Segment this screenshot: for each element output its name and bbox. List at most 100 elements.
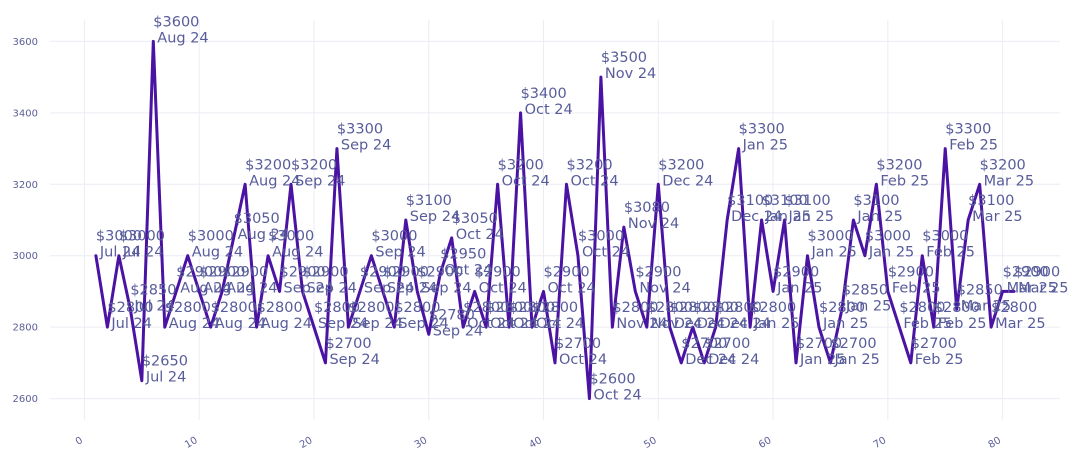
data-point-label: $2700 Feb 25 [911,336,964,368]
x-tick-label: 70 [872,435,889,451]
data-point-label: $3200 Aug 24 [245,157,300,189]
data-point-label: $3300 Feb 25 [945,122,998,154]
data-point-label: $3100 Jan 25 [762,193,811,225]
data-point-label: $2900 Sep 24 [417,264,471,296]
y-tick-label: 2600 [13,394,38,405]
data-point-label: $2700 Oct 24 [555,336,607,368]
data-point-label: $2950 Oct 24 [440,247,492,279]
data-point-label: $2900 Sep 24 [360,264,414,296]
data-label-layer: $3000 Jul 24 $2800 Jul 24 $3000 Jul 24 $2850 Ju… [96,14,1069,403]
data-point-label: $2650 Jul 24 [142,354,188,386]
data-point-label: $3200 Oct 24 [498,157,550,189]
data-point-label: $2900 Sep 24 [303,264,357,296]
data-point-label: $2800 Feb 25 [934,300,987,332]
data-point-label: $3000 Aug 24 [268,229,323,261]
data-point-label: $2700 Dec 24 [704,336,759,368]
data-point-label: $2850 Jul 24 [130,282,176,314]
data-point-label: $2900 Sep 24 [280,264,334,296]
data-point-label: $3300 Jan 25 [739,122,788,154]
data-point-label: $3200 Dec 24 [658,157,713,189]
data-point-label: $2800 Feb 25 [899,300,952,332]
x-tick-label: 80 [987,435,1004,451]
data-point-label: $2800 Nov 24 [612,300,667,332]
data-point-label: $2780 Sep 24 [429,307,483,339]
data-point-label: $2800 Dec 24 [716,300,771,332]
data-point-label: $3050 Oct 24 [452,211,504,243]
x-tick-label: 0 [74,435,85,448]
data-point-label: $2800 Sep 24 [394,300,448,332]
x-tick-label: 60 [757,435,774,451]
data-point-label: $2800 Oct 24 [486,300,538,332]
data-point-label: $2600 Oct 24 [589,372,641,404]
data-point-label: $3000 Oct 24 [578,229,630,261]
x-tick-label: 40 [527,435,544,451]
data-point-label: $2800 Jan 25 [750,300,799,332]
data-point-label: $2700 Sep 24 [325,336,379,368]
data-point-label: $2900 Sep 24 [383,264,437,296]
data-point-label: $3000 Feb 25 [922,229,975,261]
data-point-label: $3100 Mar 25 [968,193,1022,225]
data-point-label: $3500 Nov 24 [601,50,656,82]
x-tick-label: 10 [183,435,200,451]
data-point-label: $3600 Aug 24 [153,14,208,46]
x-tick-label: 20 [298,435,315,451]
data-point-label: $3100 Dec 24 [727,193,782,225]
data-point-label: $2800 Jul 24 [107,300,153,332]
data-point-label: $3400 Oct 24 [521,86,573,118]
data-point-label: $2800 Oct 24 [463,300,515,332]
data-point-label: $3200 Mar 25 [980,157,1034,189]
data-point-label: $3200 Sep 24 [291,157,345,189]
y-tick-label: 3600 [13,37,38,48]
data-point-label: $2900 Aug 24 [222,264,277,296]
data-point-label: $2800 Jan 25 [819,300,868,332]
data-point-label: $3100 Sep 24 [406,193,460,225]
data-point-label: $3100 Jan 25 [853,193,902,225]
x-tick-label: 50 [642,435,659,451]
data-point-label: $2850 Jan 25 [842,282,891,314]
x-tick-label: 30 [413,435,430,451]
data-point-label: $2800 Dec 24 [693,300,748,332]
data-point-label: $2900 Mar 25 [1003,264,1057,296]
data-point-label: $2800 Aug 24 [257,300,312,332]
data-point-label: $3000 Jul 24 [119,229,165,261]
data-point-label: $2900 Oct 24 [475,264,527,296]
data-point-label: $3000 Jul 24 [96,229,142,261]
data-point-label: $2800 Sep 24 [348,300,402,332]
y-tick-label: 3400 [13,108,38,119]
data-point-label: $2700 Jan 25 [830,336,879,368]
data-point-label: $2700 Dec 24 [681,336,736,368]
data-point-label: $2900 Feb 25 [888,264,941,296]
data-point-label: $2800 Oct 24 [509,300,561,332]
data-point-label: $2900 Aug 24 [199,264,254,296]
data-point-label: $3100 Jan 25 [785,193,834,225]
data-point-label: $2900 Oct 24 [544,264,596,296]
data-point-label: $2800 Nov 24 [647,300,702,332]
y-tick-label: 3200 [13,180,38,191]
data-point-label: $3050 Aug 24 [234,211,289,243]
grid-layer [50,20,1060,420]
data-point-label: $2800 Dec 24 [670,300,725,332]
data-point-label: $2900 Mar 25 [1014,264,1068,296]
data-point-label: $2900 Aug 24 [176,264,231,296]
data-point-label: $2800 Aug 24 [211,300,266,332]
data-point-label: $2800 Sep 24 [314,300,368,332]
data-point-label: $2800 Oct 24 [532,300,584,332]
y-tick-label: 2800 [13,323,38,334]
data-point-label: $2700 Jan 25 [796,336,845,368]
y-tick-label: 3000 [13,251,38,262]
data-point-label: $2900 Nov 24 [635,264,690,296]
data-point-label: $3200 Oct 24 [566,157,618,189]
data-point-label: $2800 Mar 25 [991,300,1045,332]
data-point-label: $3200 Feb 25 [876,157,929,189]
data-point-label: $3000 Jan 25 [865,229,914,261]
data-point-label: $2900 Jan 25 [773,264,822,296]
price-series-line [94,39,1016,401]
data-point-label: $3000 Sep 24 [371,229,425,261]
data-point-label: $2850 Mar 25 [957,282,1011,314]
data-point-label: $3000 Aug 24 [188,229,243,261]
data-point-label: $3000 Jan 25 [808,229,857,261]
data-point-label: $2800 Aug 24 [165,300,220,332]
line-layer [94,39,1016,401]
